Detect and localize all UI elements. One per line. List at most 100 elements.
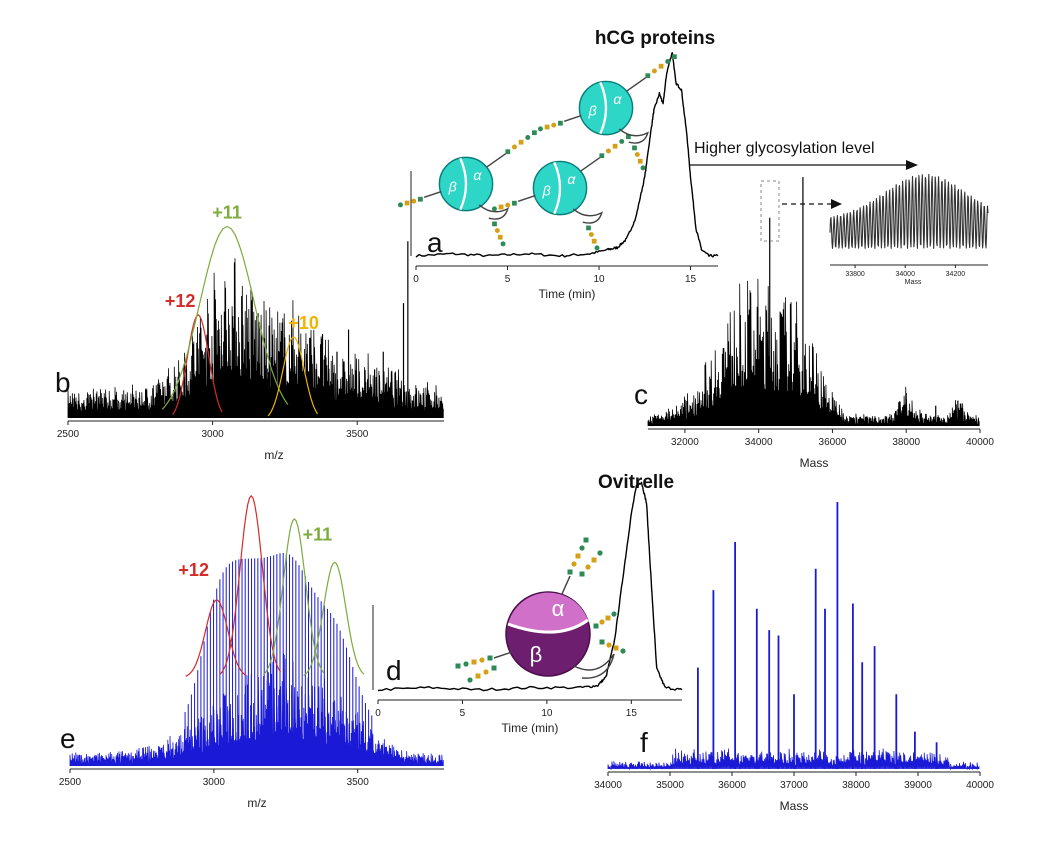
x-tick-label: 3500 — [346, 429, 369, 440]
charge-envelope — [161, 225, 289, 410]
inset-x-tick-label: 34200 — [946, 271, 966, 278]
glycan-residue — [612, 143, 618, 149]
x-axis-label: Time (min) — [502, 721, 559, 735]
glycan-residue — [479, 657, 485, 663]
glycan-residue — [411, 198, 417, 204]
glycan-residue — [544, 124, 550, 130]
glycan-residue — [455, 663, 461, 669]
subunit-divider — [553, 161, 562, 215]
panel-a-chromatogram: 0 5 10 15 Time (min) — [410, 52, 719, 301]
glycan-residue — [626, 134, 631, 140]
glycan-residue — [583, 537, 589, 543]
glycan-loop — [478, 204, 509, 220]
alpha-subunit — [508, 592, 588, 633]
charge-label: +11 — [303, 524, 333, 544]
glycan-residue — [605, 148, 611, 154]
glycan-residue — [585, 564, 591, 570]
glycan-residue — [512, 200, 517, 206]
panel-letter-d: d — [386, 655, 402, 686]
charge-label: +10 — [288, 313, 319, 333]
x-tick-label: 5 — [460, 708, 466, 719]
glycan-residue — [475, 673, 481, 679]
glycan-stem — [626, 77, 647, 92]
x-tick-label: 40000 — [966, 437, 994, 448]
glycan-residue — [591, 557, 597, 563]
glycan-residue — [518, 139, 524, 145]
x-tick-label: 15 — [685, 274, 697, 285]
glycan-residue — [463, 661, 469, 667]
glycan-residue — [500, 241, 506, 247]
hcg-glycoprotein-icon: αβ — [397, 130, 537, 247]
glycan-residue — [640, 165, 646, 171]
x-axis-label: Mass — [780, 799, 809, 813]
glycan-residue — [511, 144, 517, 150]
x-tick-label: 35000 — [656, 780, 684, 791]
charge-envelope — [303, 561, 365, 676]
panel-b-mz-spectrum: 2500 3000 3500 m/z +12 +11 +10 — [57, 203, 444, 462]
glycan-residue — [620, 648, 626, 654]
glycan-residue — [467, 677, 473, 683]
x-tick-label: 32000 — [671, 437, 699, 448]
glycan-residue — [567, 569, 573, 575]
glycan-residue — [575, 553, 581, 559]
beta-label: β — [448, 180, 457, 196]
panel-d-chromatogram: 0 5 10 15 Time (min) — [372, 481, 683, 735]
glycan-residue — [591, 238, 597, 244]
glycan-residue — [634, 152, 640, 158]
glycan-residue — [558, 120, 563, 126]
hcg-title: hCG proteins — [595, 28, 715, 49]
x-axis-label: Mass — [800, 456, 829, 470]
glycan-residue — [404, 200, 410, 206]
x-tick-label: 38000 — [842, 780, 870, 791]
panel-letter-f: f — [640, 727, 648, 758]
x-tick-label: 5 — [505, 274, 511, 285]
inset-trace — [829, 173, 989, 249]
x-tick-label: 10 — [593, 274, 605, 285]
glycan-residue — [505, 202, 511, 208]
glycan-loop — [573, 653, 615, 679]
x-tick-label: 3000 — [203, 777, 226, 788]
glycan-residue — [397, 202, 403, 208]
charge-envelope — [262, 518, 325, 676]
glycan-residue — [537, 126, 543, 132]
glycan-residue — [658, 63, 664, 69]
glycan-stem — [423, 190, 442, 198]
glycan-residue — [487, 655, 493, 661]
glycan-residue — [606, 642, 612, 648]
glycan-residue — [632, 145, 637, 151]
x-axis-label: Time (min) — [539, 287, 596, 301]
x-tick-label: 15 — [626, 708, 638, 719]
glycan-residue — [586, 225, 591, 231]
glycan-stem — [561, 575, 571, 595]
x-tick-label: 34000 — [594, 780, 622, 791]
alpha-label: α — [567, 172, 576, 188]
glycan-residue — [665, 58, 671, 64]
subunit-divider — [599, 81, 608, 135]
glycan-residue — [599, 619, 605, 625]
ovitrelle-title: Ovitrelle — [598, 472, 674, 493]
beta-label: β — [530, 642, 543, 667]
x-tick-label: 3500 — [347, 777, 370, 788]
x-tick-label: 34000 — [745, 437, 773, 448]
glycan-residue — [613, 645, 619, 651]
charge-label: +11 — [212, 203, 242, 223]
x-tick-label: 3000 — [201, 429, 224, 440]
glycan-residue — [588, 232, 594, 238]
alpha-label: α — [613, 92, 622, 108]
inset-x-tick-label: 33800 — [845, 271, 865, 278]
zoom-selection-box — [760, 180, 780, 242]
charge-label: +12 — [165, 291, 196, 311]
alpha-label: α — [473, 168, 482, 184]
glycan-stem — [493, 651, 513, 659]
panel-c-mass-spectrum: 32000 34000 36000 38000 40000 Mass — [647, 177, 994, 470]
x-tick-label: 36000 — [819, 437, 847, 448]
higher-glyco-annotation: Higher glycosylation level — [690, 140, 918, 170]
glycan-stem — [486, 153, 507, 168]
spectrum-trace — [647, 278, 980, 427]
charge-envelope — [185, 599, 247, 677]
x-tick-label: 40000 — [966, 780, 994, 791]
chromatogram-trace — [415, 52, 719, 258]
glycan-stem — [517, 194, 536, 202]
glycan-residue — [418, 196, 423, 202]
